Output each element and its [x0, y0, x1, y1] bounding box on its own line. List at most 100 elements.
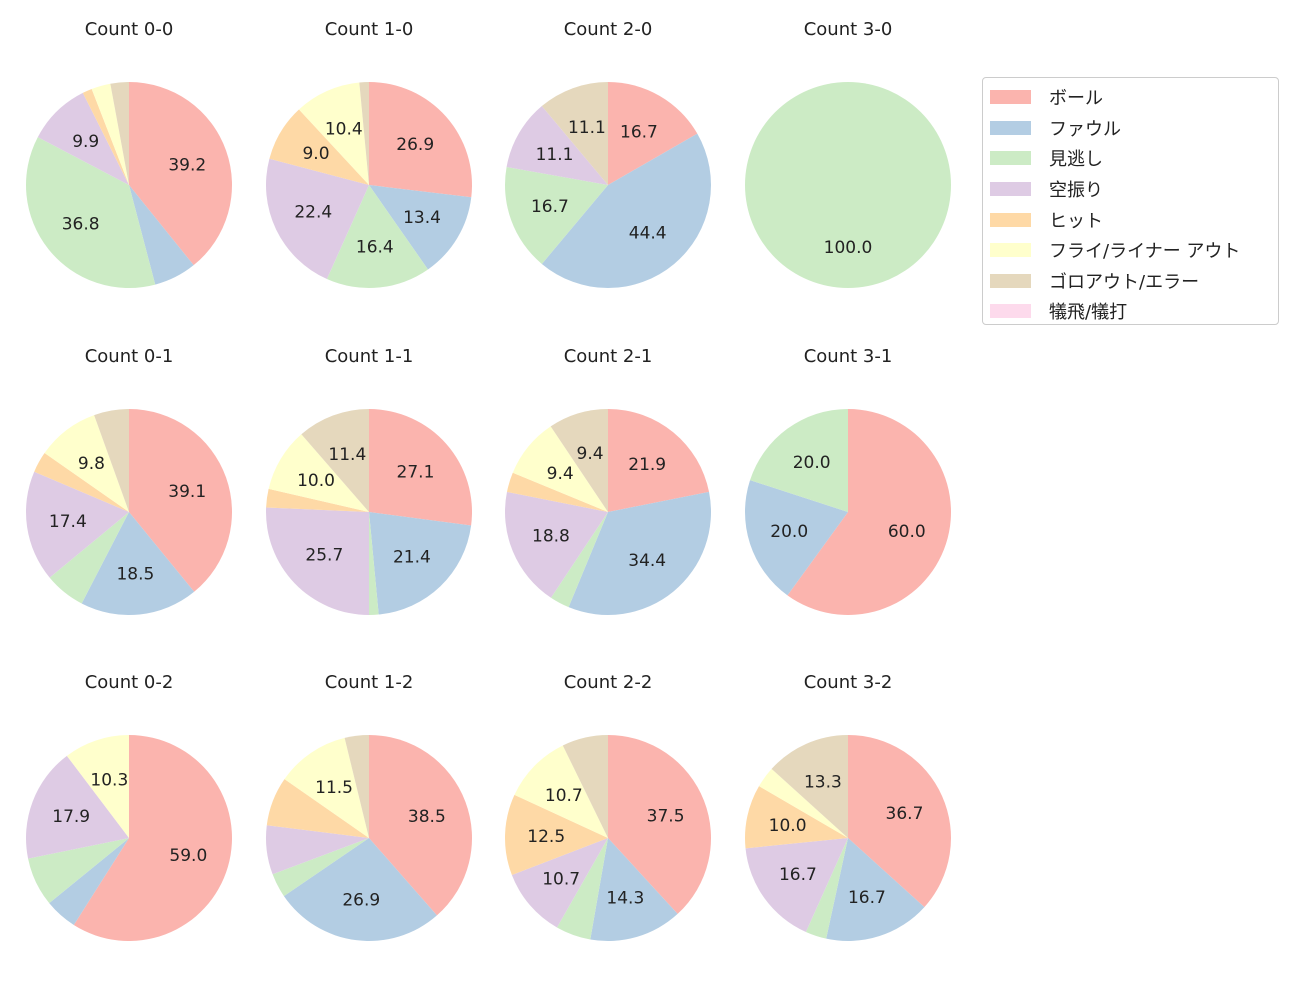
slice-label: 17.9 — [52, 807, 90, 827]
pie-slice-1 — [826, 838, 925, 941]
pie-slice-6 — [541, 82, 608, 185]
legend-swatch — [990, 182, 1031, 197]
legend-item: 空振り — [990, 174, 1278, 205]
slice-label: 16.7 — [848, 888, 886, 908]
slice-label: 9.0 — [302, 144, 329, 164]
slice-label: 21.4 — [393, 548, 431, 568]
pie-slice-5 — [44, 415, 129, 512]
pie-chart: Count 3-1 60.0 20.0 20.0 — [745, 346, 952, 616]
slice-label: 36.8 — [62, 214, 100, 234]
pie-slice-0 — [369, 409, 472, 526]
pie-slice-6 — [301, 409, 369, 512]
pie-slice-2 — [750, 409, 848, 512]
legend-label: 見逃し — [1049, 149, 1103, 171]
pie-slice-4 — [505, 794, 608, 876]
slice-label: 10.4 — [325, 120, 363, 140]
slice-label: 60.0 — [888, 522, 926, 542]
pie-chart: Count 3-2 36.7 16.7 16.7 10.0 13.3 — [745, 672, 951, 941]
legend-label: ゴロアウト/エラー — [1049, 271, 1200, 293]
legend-label: 犠飛/犠打 — [1049, 302, 1128, 324]
pie-slice-4 — [269, 109, 369, 185]
slice-label: 39.1 — [168, 482, 206, 502]
pie-slice-1 — [568, 491, 712, 615]
pie-title: Count 0-0 — [85, 19, 174, 40]
pie-chart: Count 0-0 39.2 36.8 9.9 — [26, 19, 232, 288]
pie-slice-1 — [129, 185, 194, 285]
slice-label: 10.3 — [90, 770, 128, 790]
slice-label: 12.5 — [527, 827, 565, 847]
legend-swatch — [990, 243, 1031, 258]
pie-chart: Count 2-0 16.7 44.4 16.7 11.1 11.1 — [505, 19, 712, 289]
legend-swatch — [990, 212, 1031, 227]
pie-title: Count 1-0 — [325, 19, 414, 40]
slice-label: 17.4 — [49, 512, 87, 532]
pie-title: Count 3-0 — [804, 19, 893, 40]
legend-swatch — [990, 304, 1031, 319]
pie-title: Count 1-2 — [325, 672, 414, 693]
pie-slice-1 — [49, 838, 130, 925]
slice-label: 59.0 — [169, 846, 207, 866]
pie-slice-0 — [369, 82, 472, 198]
pie-slice-6 — [771, 735, 848, 838]
pie-slice-1 — [81, 512, 195, 615]
legend-item: ヒット — [990, 204, 1278, 235]
slice-label: 27.1 — [397, 462, 435, 482]
pie-slice-3 — [505, 491, 608, 598]
pie-chart: Count 2-2 37.5 14.3 10.7 12.5 10.7 — [505, 672, 711, 941]
slice-label: 22.4 — [294, 203, 332, 223]
pie-slice-5 — [91, 83, 129, 185]
slice-label: 14.3 — [606, 888, 644, 908]
pie-slice-2 — [550, 512, 608, 608]
legend-item: ファウル — [990, 113, 1278, 144]
pie-slice-6 — [94, 409, 129, 512]
legend-item: 犠飛/犠打 — [990, 296, 1278, 327]
slice-label: 9.9 — [72, 132, 99, 152]
legend-item: ゴロアウト/エラー — [990, 266, 1278, 297]
slice-label: 9.4 — [577, 444, 604, 464]
slice-label: 13.4 — [403, 208, 441, 228]
pie-slice-0 — [787, 409, 952, 616]
pie-chart: Count 0-1 39.1 18.5 17.4 9.8 — [25, 346, 232, 615]
pie-slice-3 — [265, 507, 369, 615]
slice-label: 25.7 — [305, 546, 343, 566]
legend: ボール ファウル 見逃し 空振り ヒット フライ/ライナー アウト ゴロアウト/エラー 犠飛/… — [982, 77, 1279, 325]
slice-label: 10.0 — [297, 471, 335, 491]
pie-slice-3 — [266, 825, 369, 875]
slice-label: 16.7 — [779, 865, 817, 885]
pie-slice-1 — [745, 480, 848, 596]
pie-slice-2 — [26, 137, 156, 288]
pie-chart: Count 0-2 59.0 17.910.3 — [25, 672, 232, 942]
pie-slice-2 — [49, 512, 130, 604]
pie-slice-3 — [37, 92, 129, 185]
pie-chart: Count 1-0 26.9 13.4 16.4 22.4 9.0 10.4 — [265, 19, 472, 288]
pie-chart: Count 2-1 21.9 34.4 18.8 9.49.4 — [505, 346, 712, 615]
pie-title: Count 3-2 — [804, 672, 893, 693]
pie-slice-2 — [272, 838, 369, 897]
pie-slice-0 — [129, 409, 232, 592]
pie-slice-0 — [848, 735, 951, 908]
slice-label: 37.5 — [647, 807, 685, 827]
pie-slice-0 — [608, 409, 710, 512]
pie-slice-0 — [608, 735, 711, 914]
pie-slice-1 — [541, 133, 712, 289]
slice-label: 36.7 — [886, 804, 924, 824]
pie-slice-0 — [369, 735, 472, 916]
pie-slice-5 — [284, 737, 369, 838]
pie-title: Count 0-2 — [85, 672, 174, 693]
pie-slice-1 — [590, 838, 678, 941]
pie-slice-6 — [344, 735, 369, 838]
pie-slice-2 — [28, 838, 130, 904]
pie-chart: Count 1-2 38.5 26.9 11.5 — [266, 672, 472, 941]
pie-slice-3 — [506, 106, 608, 185]
pie-slice-3 — [745, 838, 848, 933]
legend-swatch — [990, 151, 1031, 166]
legend-item: 見逃し — [990, 143, 1278, 174]
pie-title: Count 2-2 — [564, 672, 653, 693]
pie-slice-3 — [265, 158, 369, 280]
slice-label: 20.0 — [793, 453, 831, 473]
pie-slice-2 — [745, 82, 951, 288]
slice-label: 16.4 — [356, 238, 394, 258]
pie-chart: Count 1-1 27.1 21.4 25.7 10.0 11.4 — [265, 346, 472, 615]
pie-slice-6 — [359, 82, 369, 185]
